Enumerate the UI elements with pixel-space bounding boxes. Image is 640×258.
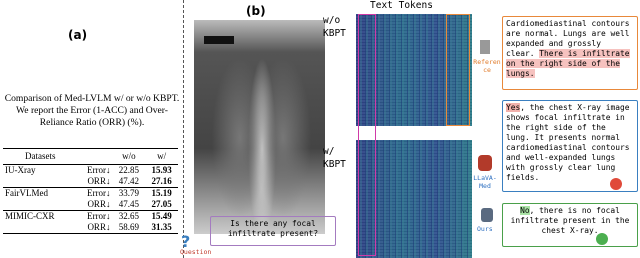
wrong-icon bbox=[610, 178, 622, 190]
table-body: IU-Xray Error↓ 22.85 15.93 ORR↓ 47.42 27.16 Fai… bbox=[3, 165, 178, 234]
ours-icon bbox=[481, 208, 493, 222]
table-cell: Error↓ bbox=[86, 165, 111, 175]
table-row: ORR↓ 47.42 27.16 bbox=[3, 176, 178, 188]
table-cell: 32.65 bbox=[118, 211, 139, 221]
row-label: w/o KBPT bbox=[323, 15, 346, 39]
icon-label: Question bbox=[180, 248, 212, 256]
header-row: Datasets w/o w/ bbox=[3, 149, 178, 165]
table-cell: 33.79 bbox=[118, 188, 139, 198]
icon-label: LLaVA-Med bbox=[473, 174, 497, 190]
table-cell: Error↓ bbox=[86, 188, 111, 198]
answer: No bbox=[520, 206, 530, 215]
llava-icon bbox=[478, 155, 492, 171]
header-cell: w/ bbox=[157, 151, 167, 161]
answer-text: , there is no focal infiltrate present i… bbox=[510, 206, 630, 235]
reference-box: Cardiomediastinal contours are normal. L… bbox=[502, 16, 638, 90]
panel-label: (a) bbox=[68, 28, 88, 42]
table-cell: MIMIC-CXR bbox=[5, 211, 55, 221]
table-cell: Error↓ bbox=[86, 211, 111, 221]
table-cell: 15.93 bbox=[151, 165, 172, 175]
answer-text: , the chest X-ray image shows focal infi… bbox=[506, 103, 630, 182]
llava-box: Yes, the chest X-ray image shows focal i… bbox=[502, 100, 638, 192]
table-row: IU-Xray Error↓ 22.85 15.93 bbox=[3, 165, 178, 177]
header-cell: w/o bbox=[122, 151, 136, 161]
table-cell: 22.85 bbox=[118, 165, 139, 175]
question-icon: ? bbox=[181, 232, 191, 251]
caption: Comparison of Med-LVLM w/ or w/o KBPT. W… bbox=[4, 93, 180, 128]
table-cell: 47.45 bbox=[118, 199, 139, 209]
highlight-frame bbox=[446, 14, 470, 126]
table-row: MIMIC-CXR Error↓ 32.65 15.49 bbox=[3, 211, 178, 223]
table-cell: 58.69 bbox=[118, 222, 139, 232]
icon-label: Ours bbox=[477, 225, 493, 233]
table-cell: 47.42 bbox=[118, 176, 139, 186]
ours-box: No, there is no focal infiltrate present… bbox=[502, 203, 638, 247]
heatmap-title: Text Tokens bbox=[370, 0, 433, 11]
table-row: ORR↓ 47.45 27.05 bbox=[3, 199, 178, 211]
table-cell bbox=[3, 199, 75, 211]
table-cell: 15.49 bbox=[151, 211, 172, 221]
table-cell: FairVLMed bbox=[5, 188, 48, 198]
table-cell: 15.19 bbox=[151, 188, 172, 198]
table-cell: ORR↓ bbox=[87, 222, 111, 232]
check-icon bbox=[596, 233, 608, 245]
question-box: Is there any focal infiltrate present? bbox=[210, 216, 336, 246]
row-label: w/ KBPT bbox=[323, 146, 346, 170]
xray-image bbox=[194, 20, 325, 234]
table-cell: 27.16 bbox=[151, 176, 172, 186]
table-cell: 27.05 bbox=[151, 199, 172, 209]
table-row: ORR↓ 58.69 31.35 bbox=[3, 222, 178, 234]
divider bbox=[183, 0, 184, 258]
table-cell: ORR↓ bbox=[87, 176, 111, 186]
header-cell: Datasets bbox=[25, 151, 56, 161]
panel-label: (b) bbox=[246, 4, 266, 18]
table-cell bbox=[3, 176, 75, 188]
results-table: Datasets w/o w/ IU-Xray Error↓ 22.85 15.93 O… bbox=[3, 148, 178, 234]
answer: Yes bbox=[506, 103, 521, 112]
table-cell: ORR↓ bbox=[87, 199, 111, 209]
icon-label: Reference bbox=[473, 58, 501, 74]
xray-marker bbox=[204, 36, 234, 44]
table-cell: 31.35 bbox=[151, 222, 172, 232]
doc-icon bbox=[480, 40, 490, 54]
reference-text: Cardiomediastinal contours are normal. L… bbox=[506, 19, 630, 58]
table-cell: IU-Xray bbox=[5, 165, 36, 175]
table-cell bbox=[3, 222, 75, 234]
table-row: FairVLMed Error↓ 33.79 15.19 bbox=[3, 188, 178, 200]
highlight-frame bbox=[358, 14, 376, 256]
